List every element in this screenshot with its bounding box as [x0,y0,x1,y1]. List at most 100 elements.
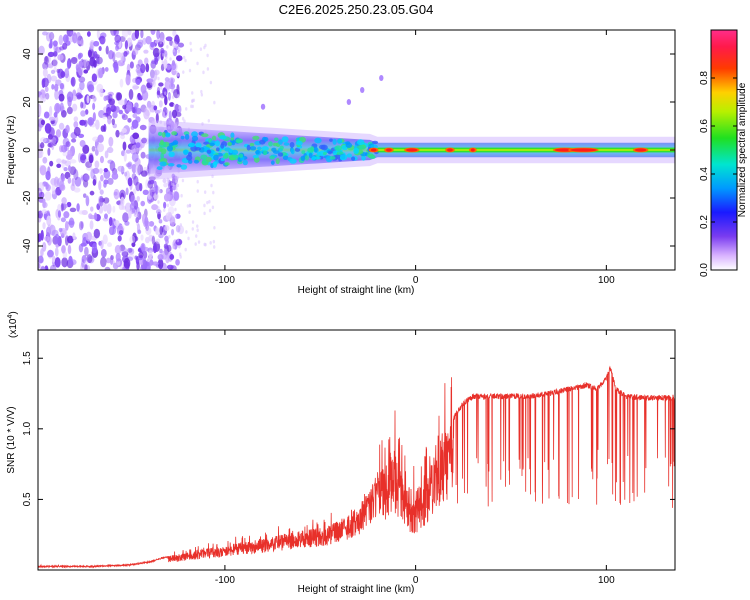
band-blob [334,145,342,151]
noise-blob [86,254,93,264]
noise-blob [119,78,124,88]
noise-speck [160,95,164,100]
spectrogram-x-tick-label: 0 [413,275,419,286]
noise-blob [80,101,84,109]
noise-speck [185,107,188,111]
noise-blob [164,225,170,232]
noise-blob [164,95,168,106]
noise-blob [103,197,110,204]
noise-speck [213,225,216,230]
noise-blob [143,109,150,120]
noise-blob [104,67,109,72]
noise-blob [171,109,178,119]
noise-blob [40,229,44,241]
band-blob [336,151,344,155]
noise-blob [152,79,156,88]
noise-blob [53,111,58,118]
band-blob [336,138,343,144]
noise-speck [169,57,172,61]
noise-blob [46,249,54,258]
noise-blob [50,69,56,74]
spectrogram-y-tick-label: 0 [22,147,33,153]
noise-blob [64,221,69,231]
band-blob [166,145,174,152]
noise-blob [129,61,134,69]
noise-blob [175,258,180,266]
noise-blob [144,57,149,65]
noise-blob [96,56,103,65]
band-blob [231,149,239,155]
noise-blob [102,234,108,245]
hotspot [370,148,377,152]
band-blob [345,142,353,148]
band-blob [171,131,177,136]
noise-blob [132,132,140,140]
spectrogram-image [38,30,675,270]
band-blob [168,142,175,147]
band-blob [230,132,235,139]
noise-blob [60,202,64,212]
noise-blob [140,63,146,74]
noise-speck [206,200,209,205]
noise-blob [177,42,185,48]
noise-blob [38,255,44,264]
noise-blob [40,266,46,270]
noise-blob [154,109,161,114]
band-blob [304,155,309,161]
noise-blob [38,182,45,193]
noise-blob [82,144,90,154]
noise-speck [196,61,199,66]
noise-blob [68,255,73,265]
noise-speck [177,49,180,54]
snr-x-axis-label: Height of straight line (km) [298,584,415,595]
noise-blob [93,50,98,59]
band-blob [168,151,175,158]
noise-blob [103,179,109,185]
noise-speck [175,179,178,184]
noise-blob [137,39,144,45]
noise-blob [78,60,84,68]
noise-speck [213,100,216,105]
noise-blob [79,139,86,148]
colorbar-frame [710,29,738,271]
noise-blob [48,142,54,148]
noise-blob [80,242,87,247]
noise-blob [131,242,136,248]
noise-blob [145,36,152,45]
noise-speck [186,204,190,208]
band-blob [159,139,164,146]
band-blob [271,147,277,152]
noise-blob [104,213,108,219]
band-blob [156,166,163,171]
noise-blob [171,228,175,236]
noise-blob [171,173,175,179]
noise-blob [40,142,45,149]
noise-blob [145,227,152,236]
noise-blob [113,62,119,74]
noise-blob [123,257,131,269]
noise-blob [150,60,157,69]
band-blob [357,149,364,155]
noise-blob [107,177,114,185]
noise-speck [188,68,192,73]
band-blob [371,140,379,145]
noise-blob [56,158,62,164]
noise-blob [140,200,146,207]
snr-y-tick-label: 0.5 [22,492,33,506]
noise-blob [115,45,119,51]
noise-speck [167,93,171,98]
noise-blob [46,63,54,68]
noise-blob [66,106,73,115]
noise-blob [165,187,170,196]
noise-blob [156,30,161,40]
noise-speck [157,206,160,210]
band-blob [310,156,317,161]
noise-blob [41,209,48,215]
noise-blob [115,129,120,138]
noise-blob [110,255,114,266]
band-blob [356,145,364,150]
hotspot [447,148,453,152]
noise-blob [128,88,134,100]
noise-speck [172,48,176,53]
noise-speck [203,211,206,216]
